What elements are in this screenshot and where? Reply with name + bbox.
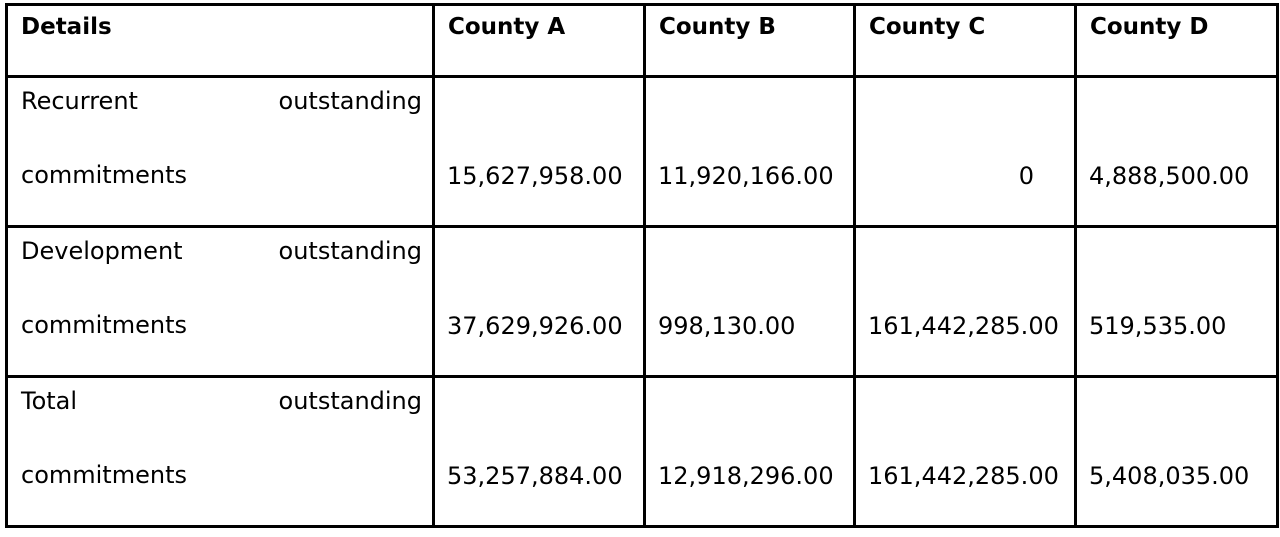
row-label-word: Recurrent: [21, 87, 138, 115]
header-county-a: County A: [432, 3, 646, 78]
row-label-word: outstanding: [278, 387, 422, 415]
table-row: Development outstanding commitments 37,6…: [5, 225, 1279, 378]
row-label-total: Total outstanding commitments: [5, 375, 435, 528]
cell-text: 161,442,285.00: [868, 312, 1059, 340]
header-county-c: County C: [853, 3, 1077, 78]
cell-value: 998,130.00: [643, 225, 856, 378]
cell-value: 15,627,958.00: [432, 75, 646, 228]
cell-value: 37,629,926.00: [432, 225, 646, 378]
cell-text: 37,629,926.00: [447, 312, 623, 340]
cell-text: 15,627,958.00: [447, 162, 623, 190]
row-label-recurrent: Recurrent outstanding commitments: [5, 75, 435, 228]
cell-value: 11,920,166.00: [643, 75, 856, 228]
cell-text: 53,257,884.00: [447, 462, 623, 490]
cell-text: 0: [1018, 162, 1034, 190]
row-label-development: Development outstanding commitments: [5, 225, 435, 378]
outstanding-commitments-table: Details County A County B County C Count…: [5, 3, 1279, 528]
row-label-word: Development: [21, 237, 183, 265]
cell-value: 4,888,500.00: [1074, 75, 1279, 228]
cell-text: 5,408,035.00: [1089, 462, 1250, 490]
cell-value: 5,408,035.00: [1074, 375, 1279, 528]
cell-value: 12,918,296.00: [643, 375, 856, 528]
cell-text: 161,442,285.00: [868, 462, 1059, 490]
cell-text: 12,918,296.00: [658, 462, 834, 490]
header-county-d: County D: [1074, 3, 1279, 78]
row-label-word: commitments: [21, 311, 187, 339]
cell-value: 161,442,285.00: [853, 225, 1077, 378]
row-label-word: commitments: [21, 461, 187, 489]
cell-text: 11,920,166.00: [658, 162, 834, 190]
table-row: Recurrent outstanding commitments 15,627…: [5, 75, 1279, 228]
cell-text: 4,888,500.00: [1089, 162, 1250, 190]
row-label-word: Total: [21, 387, 78, 415]
row-label-word: outstanding: [278, 87, 422, 115]
cell-text: 998,130.00: [658, 312, 796, 340]
header-row: Details County A County B County C Count…: [5, 3, 1279, 78]
cell-value: 53,257,884.00: [432, 375, 646, 528]
cell-value: 161,442,285.00: [853, 375, 1077, 528]
table-row: Total outstanding commitments 53,257,884…: [5, 375, 1279, 528]
cell-value: 0: [853, 75, 1077, 228]
cell-text: 519,535.00: [1089, 312, 1227, 340]
row-label-word: commitments: [21, 161, 187, 189]
header-details: Details: [5, 3, 435, 78]
row-label-word: outstanding: [278, 237, 422, 265]
cell-value: 519,535.00: [1074, 225, 1279, 378]
header-county-b: County B: [643, 3, 856, 78]
